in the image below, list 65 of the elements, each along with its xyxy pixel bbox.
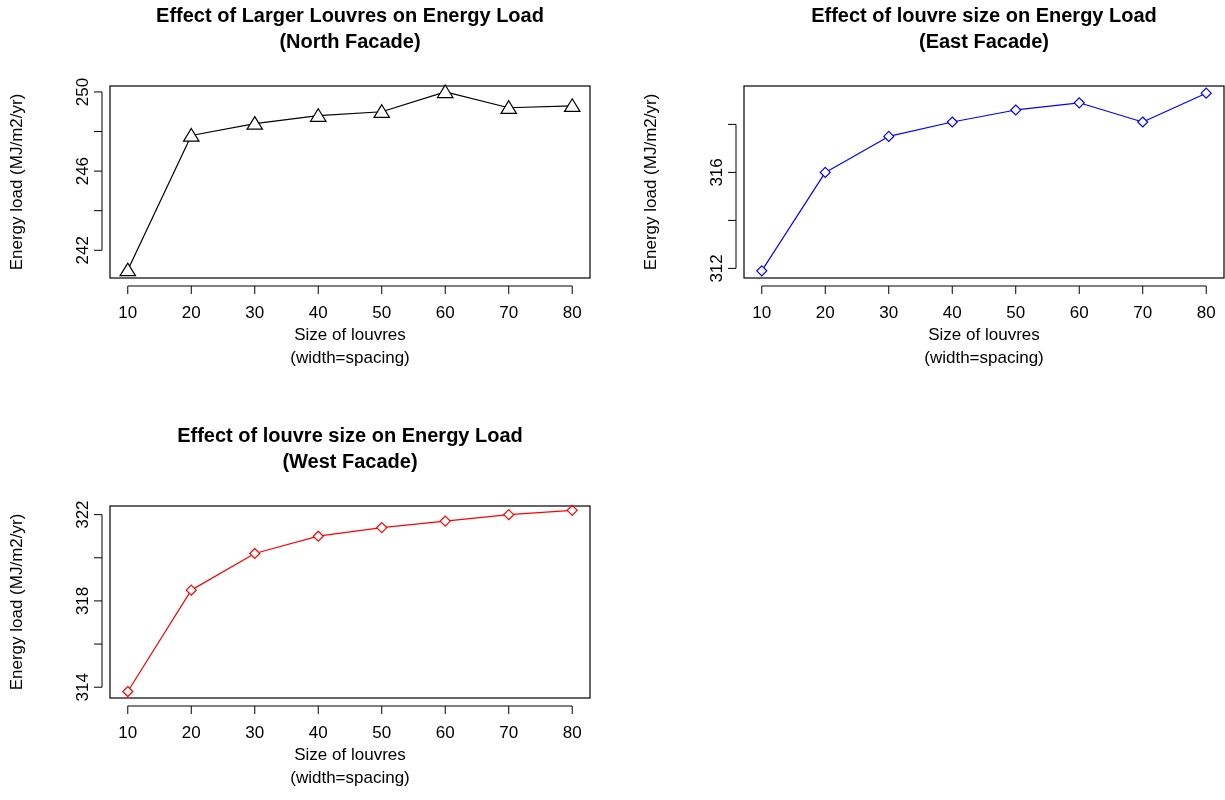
x-tick-label: 40 xyxy=(308,723,328,742)
y-tick-label: 322 xyxy=(73,500,92,529)
point xyxy=(1200,87,1212,99)
point xyxy=(309,108,327,122)
y-tick-label: 246 xyxy=(73,156,92,186)
x-tick-label: 10 xyxy=(118,303,138,322)
x-axis-title: Size of louvres (width=spacing) xyxy=(290,745,410,787)
x-tick-label: 80 xyxy=(1196,303,1216,322)
y-tick-label: 314 xyxy=(73,673,92,702)
x-tick-label: 70 xyxy=(499,723,519,742)
point xyxy=(500,100,518,114)
point xyxy=(119,262,137,277)
y-axis-title: Energy load (MJ/m2/yr) xyxy=(641,93,660,271)
point xyxy=(439,515,451,527)
chart-title: Effect of Larger Louvres on Energy Load (North Facade) xyxy=(156,4,544,52)
x-tick-label: 50 xyxy=(372,303,392,322)
point xyxy=(819,166,831,178)
y-tick-label: 312 xyxy=(707,254,726,283)
x-tick-label: 20 xyxy=(181,723,201,742)
point xyxy=(503,509,515,521)
x-tick-label: 70 xyxy=(1133,303,1153,322)
x-tick-label: 60 xyxy=(435,303,455,322)
x-tick-label: 60 xyxy=(435,723,455,742)
x-tick-label: 20 xyxy=(815,303,835,322)
point xyxy=(946,116,958,128)
point xyxy=(185,584,197,596)
point xyxy=(756,265,768,277)
x-tick-label: 10 xyxy=(118,723,138,742)
x-tick-label: 30 xyxy=(245,723,265,742)
point xyxy=(182,127,200,142)
chart-title: Effect of louvre size on Energy Load (East Facade) xyxy=(811,4,1157,52)
point xyxy=(566,504,578,516)
y-tick-label: 318 xyxy=(73,586,92,616)
y-tick-label: 316 xyxy=(707,158,726,187)
point xyxy=(1073,97,1085,109)
point xyxy=(246,116,264,130)
x-tick-label: 70 xyxy=(499,303,519,322)
x-tick-label: 30 xyxy=(879,303,899,322)
y-tick-label: 242 xyxy=(73,236,92,265)
point xyxy=(122,685,134,698)
point xyxy=(883,130,895,142)
x-tick-label: 50 xyxy=(1006,303,1026,322)
x-tick-label: 10 xyxy=(752,303,772,322)
point xyxy=(1137,116,1149,128)
y-tick-label: 250 xyxy=(73,77,92,107)
x-tick-label: 80 xyxy=(562,723,582,742)
point xyxy=(436,84,454,99)
point xyxy=(373,104,391,118)
x-tick-label: 30 xyxy=(245,303,265,322)
x-tick-label: 40 xyxy=(942,303,962,322)
point xyxy=(376,521,388,534)
point xyxy=(249,547,261,560)
x-axis-title: Size of louvres (width=spacing) xyxy=(924,325,1044,367)
x-tick-label: 60 xyxy=(1069,303,1089,322)
x-axis-title: Size of louvres (width=spacing) xyxy=(290,325,410,367)
point xyxy=(1010,104,1022,116)
x-tick-label: 40 xyxy=(308,303,328,322)
x-tick-label: 80 xyxy=(562,303,582,322)
y-axis-title: Energy load (MJ/m2/yr) xyxy=(7,93,26,271)
point xyxy=(312,530,324,542)
y-axis-title: Energy load (MJ/m2/yr) xyxy=(7,513,26,691)
x-tick-label: 50 xyxy=(372,723,392,742)
chart-title: Effect of louvre size on Energy Load (West Facade) xyxy=(177,424,523,472)
point xyxy=(563,98,581,112)
x-tick-label: 20 xyxy=(181,303,201,322)
